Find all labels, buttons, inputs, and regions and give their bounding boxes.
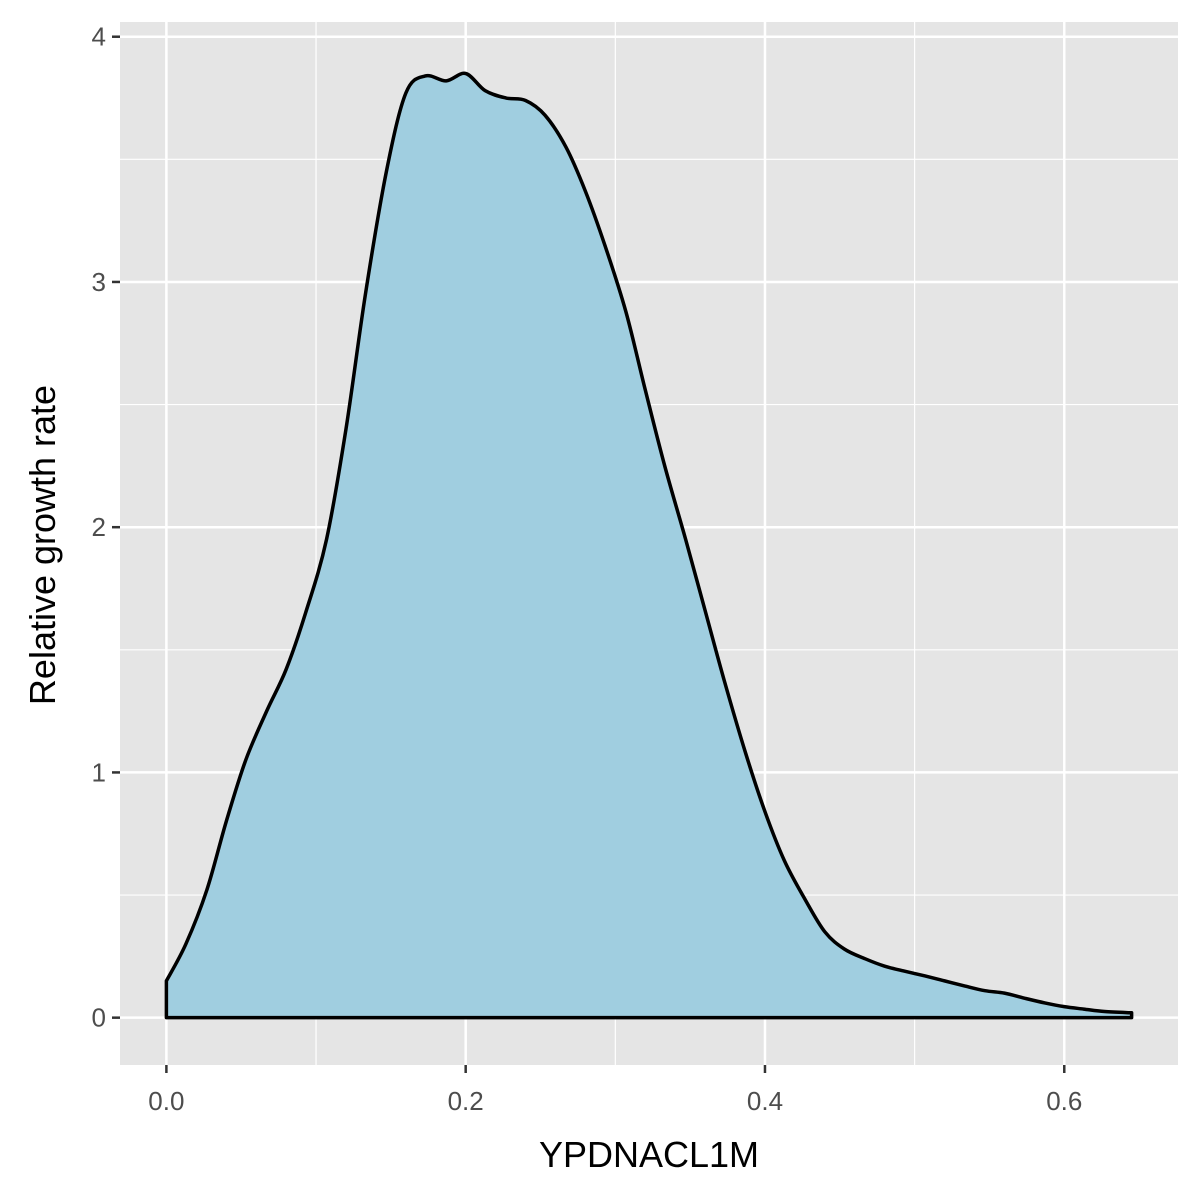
- y-tick-label: 0: [92, 1003, 106, 1033]
- x-tick-label: 0.6: [1046, 1086, 1082, 1116]
- y-tick-label: 3: [92, 267, 106, 297]
- y-tick-label: 4: [92, 22, 106, 52]
- x-axis: 0.0 0.2 0.4 0.6: [148, 1065, 1082, 1116]
- y-axis: 0 1 2 3 4: [92, 22, 120, 1033]
- y-axis-title: Relative growth rate: [22, 385, 63, 705]
- x-axis-title: YPDNACL1M: [539, 1134, 759, 1175]
- density-area: [164, 71, 1134, 1020]
- x-tick-label: 0.4: [747, 1086, 783, 1116]
- x-tick-label: 0.0: [148, 1086, 184, 1116]
- y-tick-label: 2: [92, 512, 106, 542]
- x-tick-label: 0.2: [448, 1086, 484, 1116]
- y-tick-label: 1: [92, 757, 106, 787]
